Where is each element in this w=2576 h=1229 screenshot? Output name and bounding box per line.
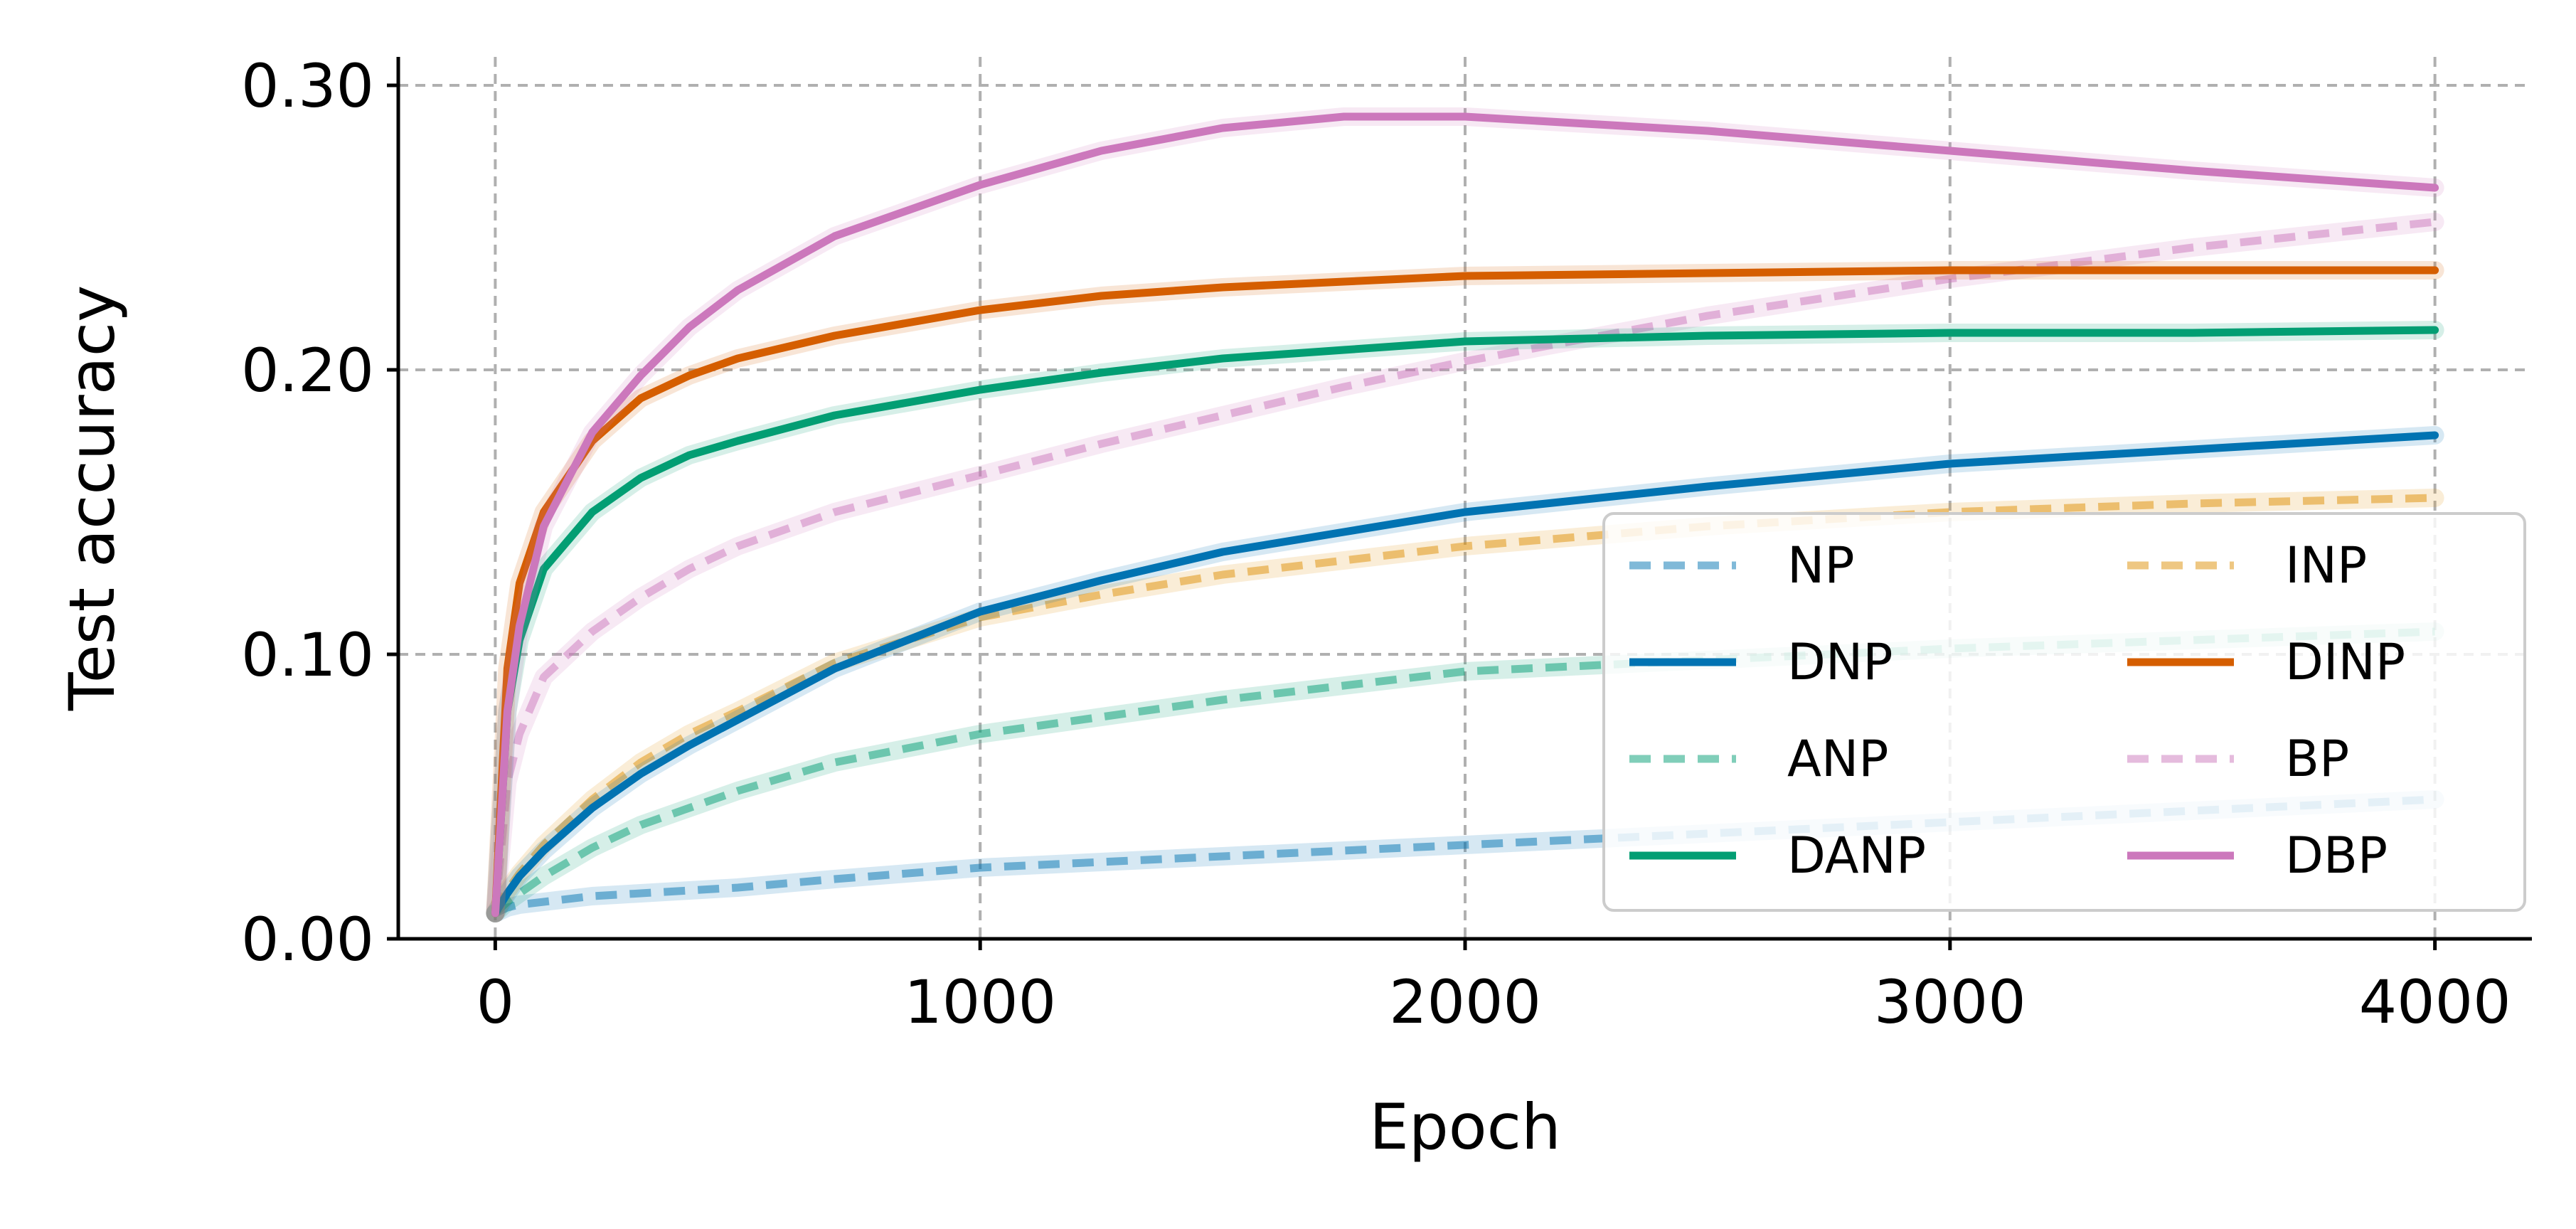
legend-label-inp: INP (2285, 536, 2367, 595)
dbp-series-line (491, 112, 2439, 917)
legend-label-anp: ANP (1787, 730, 1888, 788)
legend-label-dinp: DINP (2285, 633, 2405, 691)
legend-label-bp: BP (2285, 730, 2349, 788)
x-tick-label: 2000 (1389, 967, 1541, 1037)
legend-label-np: NP (1787, 536, 1855, 595)
x-tick-label: 3000 (1874, 967, 2026, 1037)
x-tick-label: 4000 (2359, 967, 2511, 1037)
dnp-series-line (491, 431, 2439, 917)
legend-box (1602, 512, 2526, 912)
x-axis-title: Epoch (1369, 1090, 1560, 1164)
y-tick-label: 0.10 (241, 620, 374, 690)
anp-series-line (492, 627, 2435, 917)
y-axis-title: Test accuracy (55, 285, 129, 711)
x-tick-label: 1000 (904, 967, 1056, 1037)
legend-label-danp: DANP (1787, 826, 1926, 885)
dinp-series-line (491, 266, 2439, 917)
np-series-line (494, 795, 2435, 917)
tick-labels: 0 1000 2000 3000 4000 0.00 0.10 0.20 0.30 (241, 51, 2511, 1037)
x-tick-label: 0 (477, 967, 514, 1037)
y-tick-label: 0.00 (241, 905, 374, 974)
legend-label-dbp: DBP (2285, 826, 2388, 885)
y-tick-label: 0.30 (241, 51, 374, 121)
legend-label-dnp: DNP (1787, 633, 1893, 691)
legend: NP DNP ANP DANP INP DINP BP DBP (1602, 512, 2526, 912)
danp-series-line (491, 326, 2439, 917)
bp-series-line (491, 218, 2436, 914)
y-tick-label: 0.20 (241, 336, 374, 405)
